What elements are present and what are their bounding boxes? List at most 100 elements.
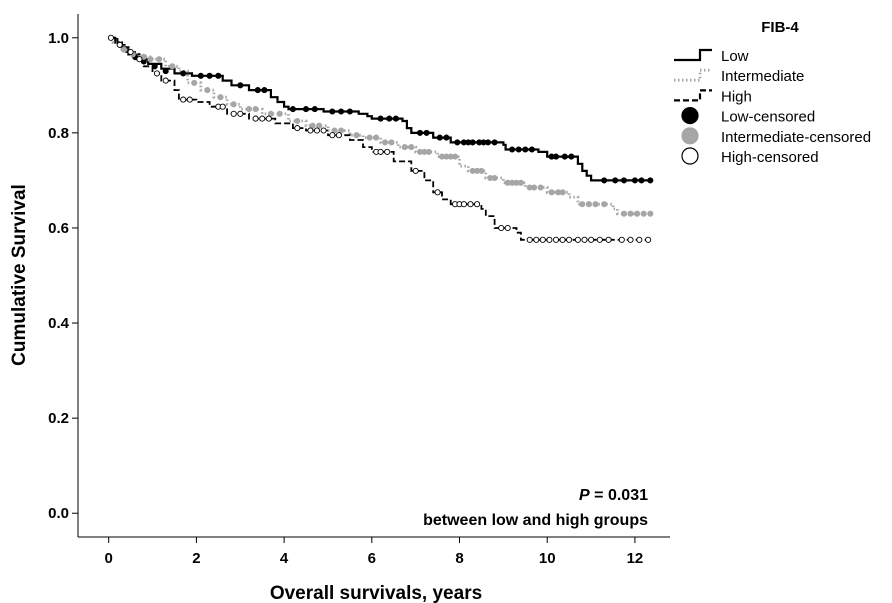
censor-marker-intermediate: [579, 201, 586, 208]
censor-marker-high: [636, 236, 643, 243]
legend-swatch-high: [674, 89, 712, 102]
legend-label: Intermediate-censored: [721, 129, 871, 146]
y-tick-label: 1.0: [48, 30, 69, 47]
censor-marker-intermediate: [316, 122, 323, 129]
legend-label: Low-censored: [721, 109, 815, 126]
censor-marker-intermediate: [156, 56, 163, 63]
x-ticks: 0 2 4 6 8 10 12: [105, 537, 643, 567]
x-tick-label: 4: [280, 550, 289, 567]
censor-marker-intermediate: [548, 189, 555, 196]
censor-marker-intermediate: [601, 201, 608, 208]
censor-marker-high: [526, 236, 533, 243]
censor-marker-high: [162, 77, 169, 84]
censor-marker-low: [528, 146, 535, 153]
y-tick-label: 0.4: [48, 315, 70, 332]
censor-marker-high: [559, 236, 566, 243]
legend-label: High: [721, 88, 752, 105]
censor-marker-high: [377, 148, 384, 155]
censor-marker-high: [605, 236, 612, 243]
censor-marker-low: [522, 146, 529, 153]
legend-swatch-intermediate: [674, 68, 712, 82]
censor-marker-low: [289, 106, 296, 113]
censor-marker-low: [392, 115, 399, 122]
legend: Low Intermediate High Low-censored Intermedi…: [674, 48, 871, 166]
censor-marker-high: [546, 236, 553, 243]
censor-marker-low: [386, 115, 393, 122]
censor-marker-high: [533, 236, 540, 243]
censor-marker-intermediate: [120, 46, 128, 53]
group-comparison-note: between low and high groups: [423, 512, 648, 529]
censor-marker-intermediate: [585, 201, 592, 208]
censor-marker-high: [107, 34, 114, 41]
censor-marker-low: [509, 146, 516, 153]
censor-marker-high: [230, 110, 237, 117]
legend-marker-low-censored: [681, 106, 699, 125]
censor-marker-intermediate: [634, 210, 641, 217]
censor-marker-low: [454, 139, 461, 146]
censor-marker-intermediate: [452, 153, 459, 160]
censor-marker-high: [552, 236, 560, 243]
censor-marker-intermediate: [537, 184, 544, 191]
censor-marker-low: [180, 70, 187, 77]
censor-marker-intermediate: [531, 184, 538, 191]
censor-marker-low: [206, 72, 213, 79]
censor-marker-intermediate: [592, 201, 599, 208]
censor-marker-low: [484, 139, 492, 146]
censor-marker-low: [443, 134, 450, 141]
censor-marker-high: [186, 96, 193, 103]
censor-marker-high: [294, 125, 301, 132]
censor-marker-high: [539, 236, 546, 243]
p-value: = 0.031: [590, 487, 648, 504]
y-tick-label: 0.6: [48, 220, 69, 237]
censor-marker-high: [566, 236, 573, 243]
censor-marker-high: [581, 236, 588, 243]
censor-marker-high: [237, 110, 244, 117]
censor-marker-intermediate: [425, 148, 432, 155]
censor-marker-low: [197, 72, 204, 79]
legend-item-intermediate-censored: Intermediate-censored: [681, 127, 871, 146]
censor-marker-intermediate: [381, 139, 389, 146]
x-tick-label: 0: [105, 550, 113, 567]
censor-marker-high: [136, 56, 143, 63]
censor-marker-intermediate: [230, 101, 237, 108]
censor-marker-high: [504, 224, 511, 232]
censor-marker-high: [265, 115, 272, 122]
censor-marker-intermediate: [408, 144, 415, 151]
censor-marker-low: [377, 115, 384, 122]
legend-swatch-low: [674, 48, 712, 62]
censor-marker-low: [151, 63, 158, 70]
legend-item-low: Low: [674, 48, 749, 65]
censor-marker-low: [311, 106, 318, 113]
censor-marker-high: [307, 127, 314, 134]
censor-marker-intermediate: [491, 174, 498, 182]
censor-marker-intermediate: [478, 167, 485, 174]
censor-marker-high: [574, 236, 581, 243]
censor-marker-high: [219, 103, 226, 110]
y-ticks: 0.0 0.2 0.4 0.6 0.8 1.0: [48, 30, 78, 522]
censor-marker-intermediate: [517, 179, 524, 186]
censor-marker-intermediate: [191, 79, 198, 86]
x-tick-label: 8: [455, 550, 463, 567]
legend-label: Low: [721, 48, 749, 65]
censor-marker-low: [162, 68, 169, 75]
censor-marker-intermediate: [388, 139, 395, 146]
censor-marker-high: [153, 70, 160, 77]
censor-marker-low: [552, 153, 560, 160]
x-tick-label: 6: [368, 550, 376, 567]
censor-marker-intermediate: [640, 210, 647, 217]
censor-marker-intermediate: [169, 63, 176, 70]
x-axis-title: Overall survivals, years: [270, 583, 482, 603]
censor-marker-low: [612, 177, 619, 184]
censor-marker-low: [469, 139, 476, 146]
censor-marker-high: [498, 224, 505, 232]
censor-marker-low: [302, 106, 310, 113]
p-value-annotation: P = 0.031: [579, 487, 648, 504]
p-symbol: P: [579, 487, 590, 504]
censor-marker-high: [116, 41, 123, 48]
censor-marker-low: [261, 87, 268, 94]
axes: [77, 14, 670, 538]
censor-layer: [107, 34, 654, 243]
censor-marker-high: [474, 201, 481, 208]
censor-marker-high: [412, 167, 419, 174]
